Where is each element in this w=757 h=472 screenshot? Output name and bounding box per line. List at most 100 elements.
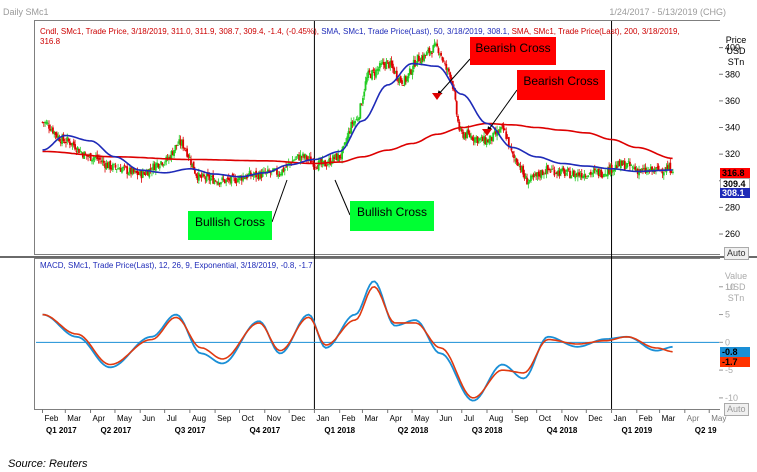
macd-tick-label: 10 bbox=[725, 282, 735, 292]
quarter-label: Q4 2018 bbox=[547, 426, 578, 435]
month-tick-label: Nov bbox=[267, 414, 281, 423]
candle-body bbox=[208, 174, 211, 181]
candle-body bbox=[351, 121, 354, 124]
candle-body bbox=[481, 137, 484, 142]
candle-body bbox=[638, 170, 640, 176]
candle-body bbox=[246, 175, 248, 179]
candle-body bbox=[506, 137, 509, 139]
candle-body bbox=[164, 162, 166, 164]
candle-body bbox=[418, 55, 420, 62]
month-tick-label: Mar bbox=[662, 414, 676, 423]
candle-body bbox=[42, 122, 45, 124]
candle-body bbox=[66, 137, 69, 142]
candle-body bbox=[49, 128, 52, 131]
candle-body bbox=[367, 71, 370, 78]
candle-body bbox=[362, 98, 364, 104]
month-tick-label: Oct bbox=[539, 414, 552, 423]
candle-body bbox=[220, 182, 222, 185]
candle-body bbox=[304, 154, 307, 158]
candle-body bbox=[153, 164, 156, 171]
candle-body bbox=[566, 169, 569, 172]
candle-body bbox=[630, 164, 633, 166]
candle-body bbox=[98, 157, 101, 160]
quarter-label: Q4 2017 bbox=[250, 426, 281, 435]
candle-body bbox=[519, 165, 522, 171]
candle-body bbox=[281, 169, 284, 176]
candle-body bbox=[621, 160, 624, 166]
candle-body bbox=[84, 153, 87, 155]
candle-body bbox=[72, 141, 75, 146]
candle-body bbox=[78, 148, 80, 153]
candle-body bbox=[470, 135, 472, 139]
bullish-cross-2-connector-line bbox=[334, 179, 351, 216]
panel-separator[interactable] bbox=[0, 256, 757, 258]
candle-body bbox=[458, 121, 461, 131]
quarter-label: Q2 2018 bbox=[398, 426, 429, 435]
month-tick-label: Feb bbox=[342, 414, 356, 423]
candle-body bbox=[58, 136, 61, 142]
candle-body bbox=[382, 61, 385, 65]
candle-body bbox=[498, 129, 501, 133]
candle-body bbox=[480, 136, 483, 138]
month-tick-label: Oct bbox=[242, 414, 255, 423]
candle-body bbox=[461, 129, 463, 132]
candle-body bbox=[61, 135, 63, 144]
macd-tick-label: -10 bbox=[725, 393, 738, 403]
candle-body bbox=[201, 173, 204, 177]
candle-body bbox=[492, 132, 495, 142]
candle-body bbox=[617, 161, 620, 167]
candle-body bbox=[372, 69, 375, 71]
month-tick-label: Jun bbox=[142, 414, 155, 423]
candle-body bbox=[119, 167, 122, 172]
price-axis-label-2: USD bbox=[726, 46, 746, 56]
candle-body bbox=[600, 169, 603, 178]
candle-body bbox=[623, 160, 626, 170]
candle-body bbox=[558, 170, 561, 176]
bullish-cross-label-2: Bullish Cross bbox=[350, 201, 434, 231]
candle-body bbox=[105, 163, 108, 170]
candle-body bbox=[523, 173, 526, 179]
candle-body bbox=[429, 51, 432, 54]
candle-body bbox=[298, 155, 301, 161]
candle-body bbox=[618, 160, 621, 167]
candle-body bbox=[243, 177, 246, 179]
macd-axis-label-1: Value bbox=[724, 271, 748, 281]
candle-body bbox=[530, 175, 532, 181]
candle-body bbox=[68, 141, 71, 145]
signal-line bbox=[42, 286, 673, 399]
candle-body bbox=[588, 173, 591, 174]
price-auto-scale-button[interactable]: Auto bbox=[724, 247, 749, 260]
candle-body bbox=[599, 169, 601, 176]
quarter-label: Q3 2018 bbox=[472, 426, 503, 435]
candle-body bbox=[629, 161, 631, 167]
candle-body bbox=[54, 132, 57, 135]
candle-body bbox=[455, 101, 458, 115]
candle-body bbox=[343, 142, 346, 145]
candle-body bbox=[408, 68, 411, 75]
candle-body bbox=[475, 137, 478, 140]
candle-body bbox=[474, 137, 476, 143]
price-legend: Cndl, SMc1, Trade Price, 3/18/2019, 311.… bbox=[40, 27, 690, 47]
quarter-label: Q1 2017 bbox=[46, 426, 77, 435]
year-divider-lines bbox=[313, 21, 613, 409]
candle-body bbox=[434, 43, 437, 46]
candle-body bbox=[463, 134, 466, 139]
candle-body bbox=[528, 179, 531, 182]
candle-body bbox=[587, 175, 590, 177]
candle-body bbox=[57, 135, 60, 138]
candle-body bbox=[444, 62, 446, 64]
candle-body bbox=[643, 167, 646, 169]
price-axis-label-3: STn bbox=[727, 57, 745, 67]
candle-body bbox=[494, 131, 497, 135]
candle-body bbox=[214, 180, 217, 182]
candle-body bbox=[259, 171, 261, 180]
macd-auto-scale-button[interactable]: Auto bbox=[724, 403, 749, 416]
candle-body bbox=[345, 142, 347, 144]
price-tick-label: 360 bbox=[725, 96, 740, 106]
candle-body bbox=[459, 128, 462, 130]
candle-body bbox=[360, 104, 363, 106]
candle-body bbox=[317, 160, 320, 171]
candle-body bbox=[582, 176, 584, 179]
candle-body bbox=[369, 74, 372, 79]
